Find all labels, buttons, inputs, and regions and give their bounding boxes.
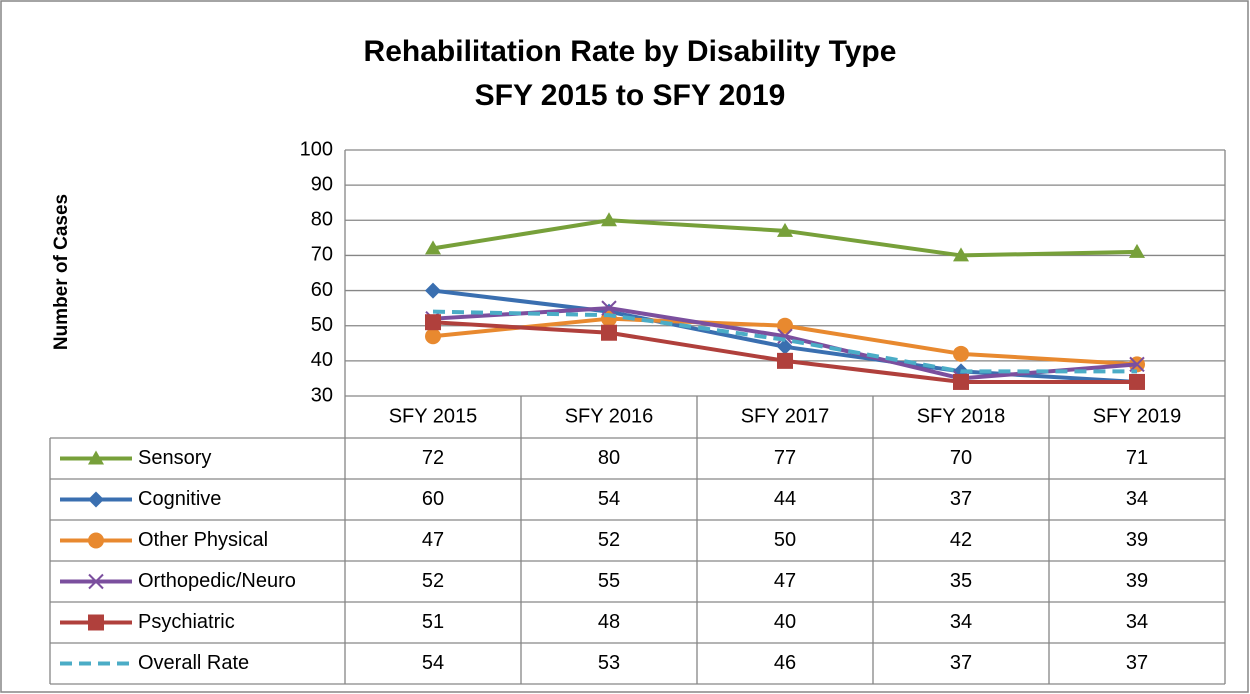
y-axis-label: Number of Cases	[51, 194, 72, 350]
marker	[953, 373, 969, 390]
marker	[1129, 356, 1145, 373]
table-value: 52	[598, 529, 620, 551]
table-value: 47	[774, 570, 796, 592]
y-tick-label: 70	[311, 244, 333, 266]
table-value: 52	[422, 570, 444, 592]
marker	[88, 491, 104, 508]
series-line	[432, 309, 1137, 374]
marker	[425, 328, 441, 345]
marker	[777, 338, 793, 355]
table-value: 80	[598, 447, 620, 469]
marker	[1129, 243, 1145, 258]
marker	[88, 614, 104, 631]
y-tick-label: 60	[311, 279, 333, 301]
table-value: 60	[422, 488, 444, 510]
legend-label: Other Physical	[138, 529, 268, 551]
marker	[425, 282, 441, 299]
table-value: 54	[598, 488, 620, 510]
y-tick-label: 40	[311, 349, 333, 371]
x-tick-label: SFY 2019	[1093, 405, 1182, 427]
x-tick-label: SFY 2016	[565, 405, 654, 427]
x-tick-label: SFY 2015	[389, 405, 478, 427]
y-tick-label: 100	[300, 138, 333, 160]
table-value: 55	[598, 570, 620, 592]
marker	[425, 240, 441, 255]
table-value: 42	[950, 529, 972, 551]
y-tick-label: 50	[311, 314, 333, 336]
table-value: 72	[422, 447, 444, 469]
marker	[601, 324, 617, 341]
table-value: 37	[1126, 652, 1148, 674]
y-tick-label: 80	[311, 209, 333, 231]
chart-subtitle: SFY 2015 to SFY 2019	[475, 79, 786, 112]
x-tick-label: SFY 2018	[917, 405, 1006, 427]
table-value: 48	[598, 611, 620, 633]
table-value: 50	[774, 529, 796, 551]
marker	[777, 352, 793, 369]
x-tick-label: SFY 2017	[741, 405, 830, 427]
table-value: 37	[950, 488, 972, 510]
chart-title: Rehabilitation Rate by Disability Type	[364, 35, 897, 68]
legend-label: Cognitive	[138, 488, 221, 510]
table-value: 34	[1126, 611, 1148, 633]
marker	[601, 212, 617, 227]
marker	[425, 314, 441, 331]
table-value: 40	[774, 611, 796, 633]
table-value: 34	[1126, 488, 1148, 510]
marker	[953, 247, 969, 262]
marker	[88, 573, 104, 590]
legend-label: Orthopedic/Neuro	[138, 570, 296, 592]
table-value: 71	[1126, 447, 1148, 469]
marker	[88, 532, 104, 549]
legend-label: Psychiatric	[138, 611, 235, 633]
table-value: 39	[1126, 529, 1148, 551]
legend-label: Sensory	[138, 447, 211, 469]
table-value: 39	[1126, 570, 1148, 592]
table-value: 54	[422, 652, 444, 674]
marker	[1129, 373, 1145, 390]
marker	[88, 450, 104, 465]
table-value: 70	[950, 447, 972, 469]
marker	[953, 345, 969, 362]
table-value: 51	[422, 611, 444, 633]
table-value: 35	[950, 570, 972, 592]
table-value: 77	[774, 447, 796, 469]
marker	[601, 300, 617, 316]
table-value: 44	[774, 488, 796, 510]
y-tick-label: 90	[311, 173, 333, 195]
table-value: 34	[950, 611, 972, 633]
y-tick-label: 30	[311, 384, 333, 406]
table-value: 46	[774, 652, 796, 674]
table-value: 37	[950, 652, 972, 674]
table-value: 53	[598, 652, 620, 674]
legend-label: Overall Rate	[138, 652, 249, 674]
table-value: 47	[422, 529, 444, 551]
marker	[777, 317, 793, 334]
marker	[777, 222, 793, 237]
